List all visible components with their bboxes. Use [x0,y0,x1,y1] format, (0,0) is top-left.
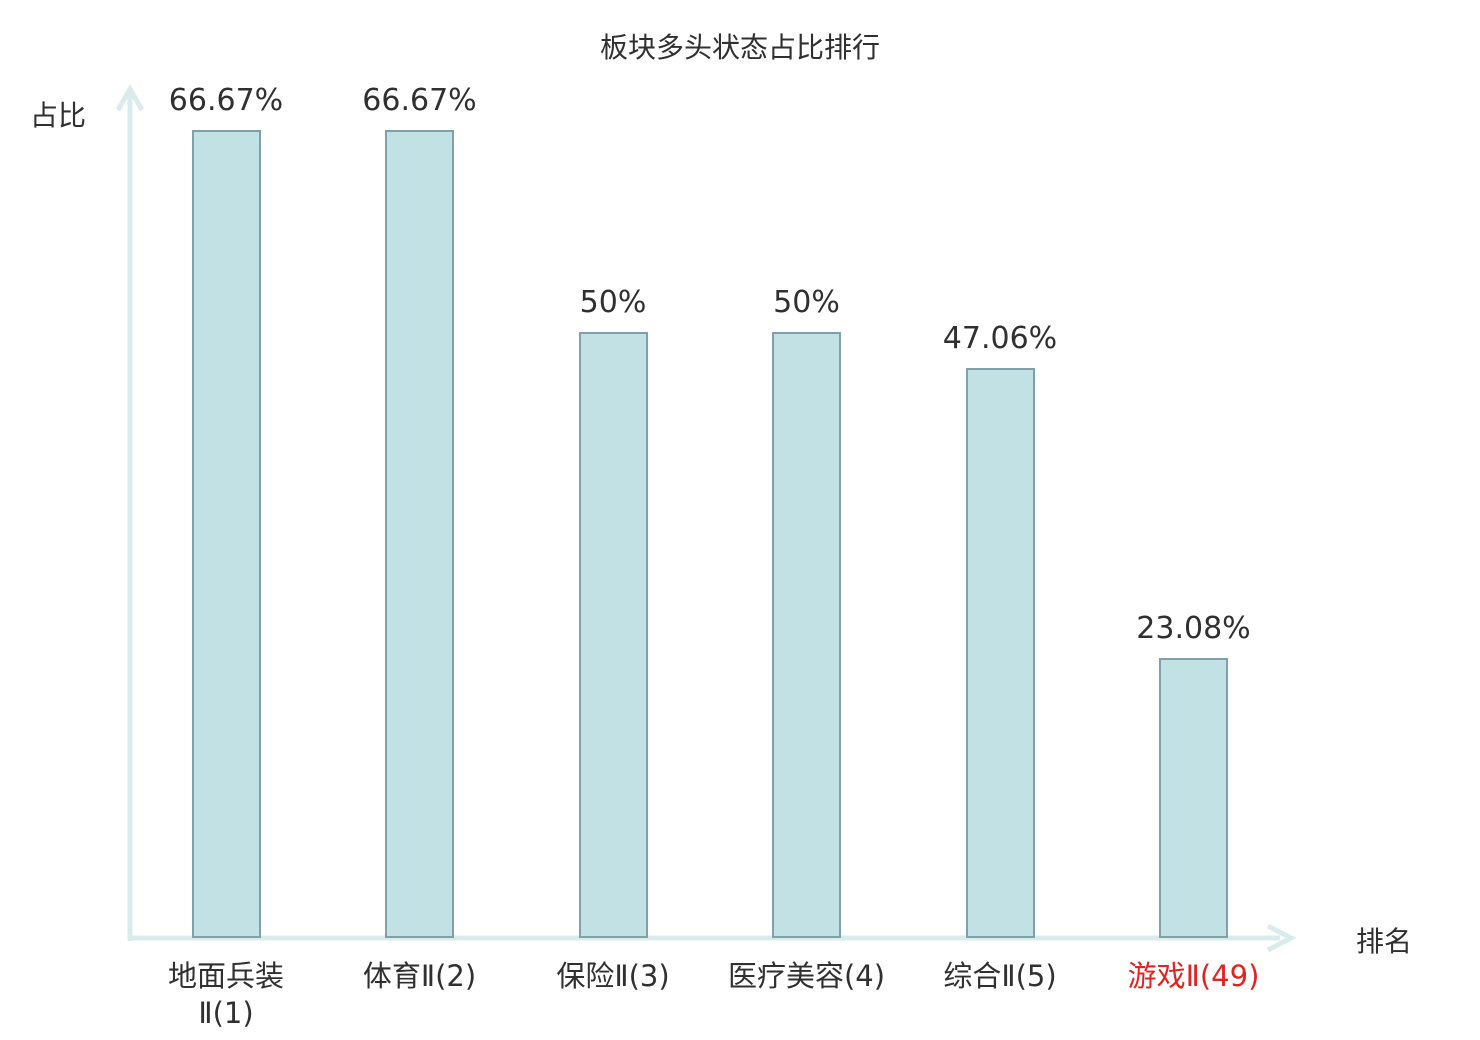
bar-value-label: 47.06% [942,320,1058,356]
bar-value-label: 50% [579,285,647,320]
bar-value-label: 66.67% [168,82,284,118]
category-label: 综合Ⅱ(5) [943,959,1057,993]
category-label: 保险Ⅱ(3) [556,959,670,993]
bar [191,129,261,938]
y-axis-label: 占比 [30,99,87,132]
bar-value-label: 66.67% [362,82,477,118]
category-label: 游戏Ⅱ(49) [1127,959,1260,993]
category-label: 地面兵装 Ⅱ(1) [167,959,284,1030]
bar-value-label: 23.08% [1136,611,1251,647]
bar-value-label: 50% [773,285,840,320]
category-label: 体育Ⅱ(2) [362,959,477,993]
category-label: 医疗美容(4) [727,959,886,993]
bar [965,367,1035,938]
bar [385,129,454,938]
bar [1159,658,1228,938]
y-axis-arrow-icon [115,83,145,112]
bar [578,332,648,938]
bar [772,332,841,938]
chart-title: 板块多头状态占比排行 [599,31,880,64]
x-axis-label: 排名 [1356,925,1413,958]
x-axis-arrow-icon [1266,923,1297,953]
